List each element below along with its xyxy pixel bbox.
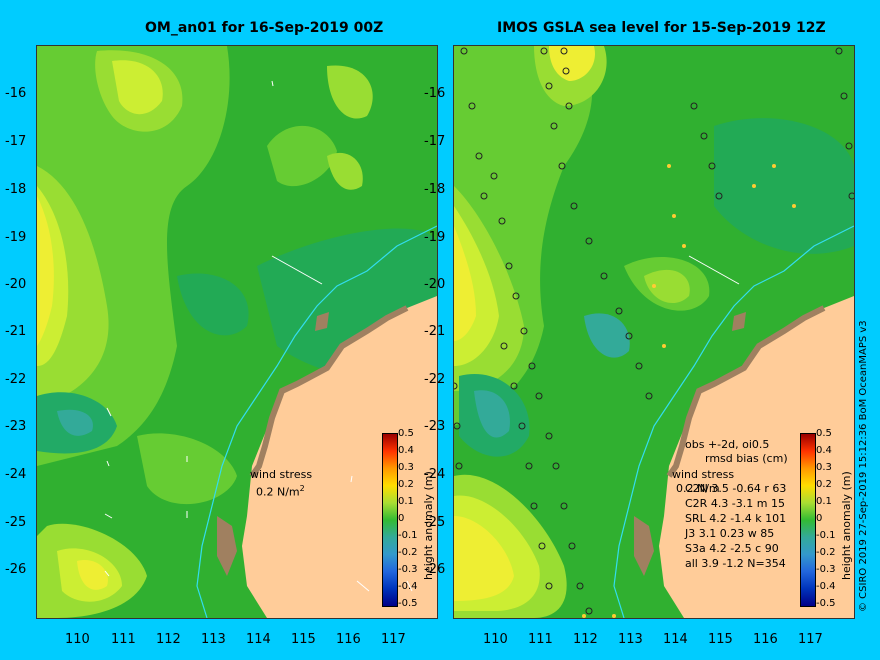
- y-tick: -23: [424, 419, 446, 434]
- left-map-canvas: [37, 46, 437, 618]
- x-tick: 116: [753, 632, 778, 647]
- x-tick: 111: [111, 632, 136, 647]
- y-tick: -16: [424, 86, 446, 101]
- right-wind-stress-label: wind stress: [672, 468, 735, 481]
- y-tick: -20: [5, 277, 27, 292]
- cb-tick: 0.4: [816, 445, 832, 456]
- right-map-title: IMOS GSLA sea level for 15-Sep-2019 12Z: [497, 20, 826, 36]
- wind-stress-label: wind stress: [250, 468, 313, 481]
- x-tick: 112: [156, 632, 181, 647]
- y-tick: -23: [5, 419, 27, 434]
- y-tick: -25: [5, 515, 27, 530]
- y-tick: -26: [5, 562, 27, 577]
- x-tick: 112: [573, 632, 598, 647]
- y-tick: -18: [5, 182, 27, 197]
- left-map-panel: [36, 45, 438, 619]
- cb-tick: 0: [816, 513, 823, 524]
- y-tick: -17: [424, 134, 446, 149]
- cb-tick: -0.4: [398, 581, 418, 592]
- x-tick: 115: [291, 632, 316, 647]
- cb-tick: -0.1: [398, 530, 418, 541]
- x-tick: 111: [528, 632, 553, 647]
- cb-tick: 0.2: [816, 479, 832, 490]
- stats-row: C2R 4.3 -3.1 m 15: [685, 497, 785, 510]
- credit-text: © CSIRO 2019 27-Sep-2019 15:12:36 BoM Oc…: [858, 320, 869, 612]
- stats-row: SRL 4.2 -1.4 k 101: [685, 512, 787, 525]
- cb-tick: -0.5: [816, 598, 836, 609]
- y-tick: -22: [5, 372, 27, 387]
- y-tick: -24: [424, 467, 446, 482]
- cb-tick: -0.3: [816, 564, 836, 575]
- cb-tick: 0.1: [398, 496, 414, 507]
- cb-tick: -0.2: [816, 547, 836, 558]
- y-tick: -17: [5, 134, 27, 149]
- cb-tick: 0.4: [398, 445, 414, 456]
- cb-tick: 0.5: [398, 428, 414, 439]
- cb-tick: -0.3: [398, 564, 418, 575]
- stats-row: all 3.9 -1.2 N=354: [685, 557, 786, 570]
- right-map-panel: [453, 45, 855, 619]
- cb-tick: -0.4: [816, 581, 836, 592]
- y-tick: -26: [424, 562, 446, 577]
- stats-row: S3a 4.2 -2.5 c 90: [685, 542, 779, 555]
- y-tick: -21: [424, 324, 446, 339]
- left-map-title: OM_an01 for 16-Sep-2019 00Z: [145, 20, 384, 36]
- cb-tick: -0.1: [816, 530, 836, 541]
- y-tick: -20: [424, 277, 446, 292]
- stats-subheader: rmsd bias (cm): [705, 452, 788, 465]
- x-tick: 114: [246, 632, 271, 647]
- cb-tick: 0.1: [816, 496, 832, 507]
- y-tick: -22: [424, 372, 446, 387]
- y-tick: -24: [5, 467, 27, 482]
- y-tick: -21: [5, 324, 27, 339]
- x-tick: 110: [483, 632, 508, 647]
- cb-tick: 0: [398, 513, 405, 524]
- x-tick: 117: [798, 632, 823, 647]
- cb-tick: 0.2: [398, 479, 414, 490]
- cb-tick: 0.3: [398, 462, 414, 473]
- x-tick: 113: [201, 632, 226, 647]
- y-tick: -19: [5, 230, 27, 245]
- right-map-canvas: [454, 46, 854, 618]
- y-tick: -19: [424, 230, 446, 245]
- x-tick: 113: [618, 632, 643, 647]
- cb-tick: 0.5: [816, 428, 832, 439]
- x-tick: 115: [708, 632, 733, 647]
- stats-row: C2N 3.5 -0.64 r 63: [685, 482, 787, 495]
- x-tick: 110: [65, 632, 90, 647]
- wind-stress-scale: 0.2 N/m2: [256, 484, 305, 499]
- y-tick: -18: [424, 182, 446, 197]
- stats-row: J3 3.1 0.23 w 85: [685, 527, 775, 540]
- right-colorbar-label: height anomaly (m): [840, 471, 853, 580]
- right-colorbar: [800, 433, 816, 607]
- cb-tick: -0.5: [398, 598, 418, 609]
- stats-header: obs +-2d, oi0.5: [685, 438, 770, 451]
- x-tick: 116: [336, 632, 361, 647]
- y-tick: -25: [424, 515, 446, 530]
- right-wind-stress-scale: 0.2 N/m: [676, 482, 720, 495]
- y-tick: -16: [5, 86, 27, 101]
- cb-tick: 0.3: [816, 462, 832, 473]
- cb-tick: -0.2: [398, 547, 418, 558]
- left-colorbar: [382, 433, 398, 607]
- x-tick: 117: [381, 632, 406, 647]
- x-tick: 114: [663, 632, 688, 647]
- left-colorbar-label: height anomaly (m): [422, 471, 435, 580]
